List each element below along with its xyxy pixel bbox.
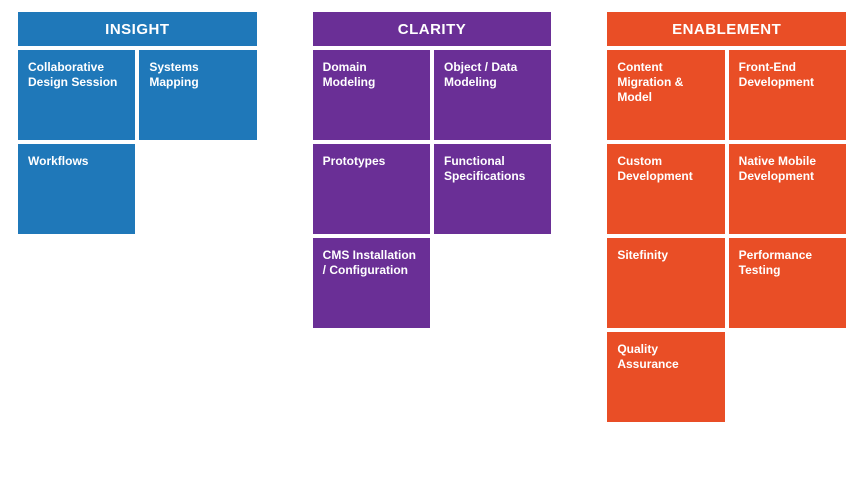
- card: Prototypes: [313, 144, 430, 234]
- card: Object / Data Modeling: [434, 50, 551, 140]
- column-header-insight: INSIGHT: [18, 12, 257, 46]
- card: Workflows: [18, 144, 135, 234]
- column-enablement: ENABLEMENT Content Migration & Model Fro…: [607, 12, 846, 422]
- column-clarity: CLARITY Domain Modeling Object / Data Mo…: [313, 12, 552, 328]
- card: Systems Mapping: [139, 50, 256, 140]
- column-header-clarity: CLARITY: [313, 12, 552, 46]
- card: Functional Specifications: [434, 144, 551, 234]
- card: Quality Assurance: [607, 332, 724, 422]
- card: Native Mobile Development: [729, 144, 846, 234]
- column-grid-enablement: Content Migration & Model Front-End Deve…: [607, 50, 846, 422]
- column-header-enablement: ENABLEMENT: [607, 12, 846, 46]
- card: CMS Installation / Configuration: [313, 238, 430, 328]
- card: Custom Development: [607, 144, 724, 234]
- card: Domain Modeling: [313, 50, 430, 140]
- card: Performance Testing: [729, 238, 846, 328]
- card: Front-End Development: [729, 50, 846, 140]
- column-insight: INSIGHT Collaborative Design Session Sys…: [18, 12, 257, 234]
- card: Content Migration & Model: [607, 50, 724, 140]
- columns-container: INSIGHT Collaborative Design Session Sys…: [18, 12, 846, 422]
- card: Sitefinity: [607, 238, 724, 328]
- card: Collaborative Design Session: [18, 50, 135, 140]
- column-grid-clarity: Domain Modeling Object / Data Modeling P…: [313, 50, 552, 328]
- column-grid-insight: Collaborative Design Session Systems Map…: [18, 50, 257, 234]
